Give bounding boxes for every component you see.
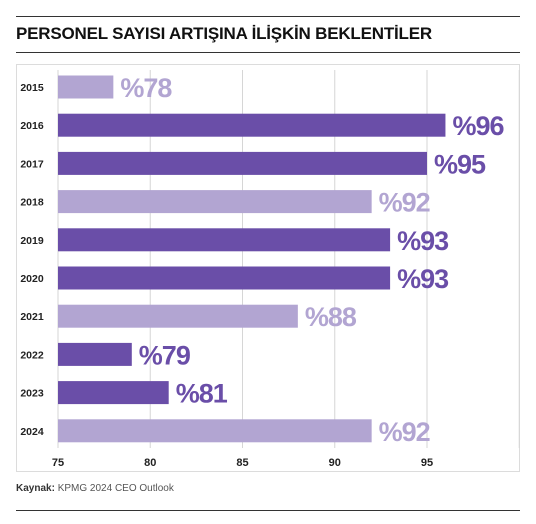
bar-value-label: %96 xyxy=(452,111,504,141)
top-rule xyxy=(16,16,520,17)
x-tick-label: 80 xyxy=(144,457,156,469)
x-tick-label: 90 xyxy=(329,457,341,469)
bottom-rule xyxy=(16,510,520,511)
y-tick-label: 2020 xyxy=(20,273,44,285)
y-tick-label: 2017 xyxy=(20,158,44,170)
y-tick-label: 2024 xyxy=(20,426,44,438)
bar xyxy=(58,151,427,175)
bar xyxy=(58,381,169,405)
bar xyxy=(58,228,391,252)
bar xyxy=(58,342,132,366)
bar-value-label: %79 xyxy=(139,340,191,370)
bar-value-label: %92 xyxy=(379,188,430,218)
bar xyxy=(58,304,298,328)
source-note: Kaynak: KPMG 2024 CEO Outlook xyxy=(16,483,174,494)
bar-value-label: %93 xyxy=(397,226,449,256)
bar-value-label: %95 xyxy=(434,149,486,179)
bar xyxy=(58,75,114,99)
x-tick-label: 85 xyxy=(236,457,248,469)
x-tick-label: 95 xyxy=(421,457,433,469)
bar xyxy=(58,419,372,443)
y-tick-label: 2019 xyxy=(20,235,44,247)
bar xyxy=(58,266,391,290)
bar-value-label: %78 xyxy=(120,73,172,103)
bar-value-label: %93 xyxy=(397,264,449,294)
title-rule xyxy=(16,52,520,53)
chart-title: PERSONEL SAYISI ARTIŞINA İLİŞKİN BEKLENT… xyxy=(16,24,432,43)
source-text: KPMG 2024 CEO Outlook xyxy=(57,483,174,494)
y-tick-label: 2021 xyxy=(20,311,44,323)
x-tick-label: 75 xyxy=(52,457,64,469)
source-label: Kaynak: xyxy=(16,483,55,494)
bar-value-label: %92 xyxy=(379,417,430,447)
bar-value-label: %88 xyxy=(305,302,357,332)
bar xyxy=(58,190,372,214)
y-tick-label: 2015 xyxy=(20,82,44,94)
bar xyxy=(58,113,446,137)
y-tick-label: 2023 xyxy=(20,388,44,400)
y-tick-label: 2022 xyxy=(20,349,44,361)
bar-value-label: %81 xyxy=(176,379,228,409)
y-tick-label: 2018 xyxy=(20,197,44,209)
y-tick-label: 2016 xyxy=(20,120,44,132)
